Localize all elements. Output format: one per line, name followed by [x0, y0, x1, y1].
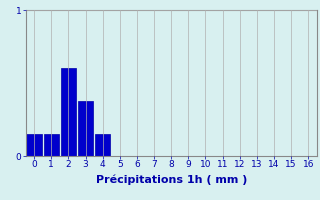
- Bar: [61, 68, 76, 156]
- Bar: [78, 101, 93, 156]
- Bar: [95, 134, 110, 156]
- Bar: [27, 134, 42, 156]
- X-axis label: Précipitations 1h ( mm ): Précipitations 1h ( mm ): [95, 175, 247, 185]
- Bar: [44, 134, 59, 156]
